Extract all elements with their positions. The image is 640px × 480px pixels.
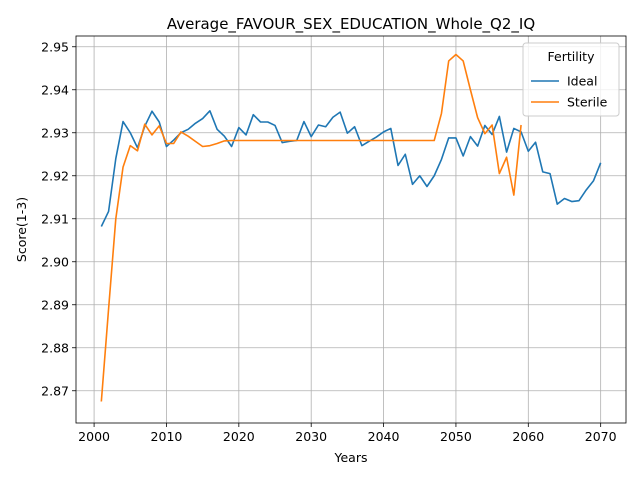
y-tick-label: 2.91 (41, 211, 69, 226)
x-tick-label: 2010 (151, 429, 183, 444)
x-tick-label: 2040 (368, 429, 400, 444)
series-line-sterile (100, 53, 522, 402)
series-line-ideal (100, 110, 602, 227)
x-tick-label: 2000 (78, 429, 110, 444)
y-tick-label: 2.92 (41, 168, 69, 183)
x-tick-label: 2030 (295, 429, 327, 444)
y-tick-label: 2.89 (41, 297, 69, 312)
y-tick-label: 2.90 (41, 254, 69, 269)
legend-label-ideal: Ideal (567, 74, 597, 89)
y-tick-label: 2.94 (41, 82, 69, 97)
x-axis: 2000 2010 2020 2030 2040 2050 2060 2070 (78, 423, 617, 444)
legend-title: Fertility (548, 49, 596, 64)
chart-title: Average_FAVOUR_SEX_EDUCATION_Whole_Q2_IQ (167, 15, 535, 34)
x-tick-label: 2050 (440, 429, 472, 444)
y-tick-label: 2.95 (41, 39, 69, 54)
x-tick-label: 2020 (223, 429, 255, 444)
legend-items: Ideal Sterile (531, 74, 608, 110)
x-axis-label: Years (334, 450, 368, 465)
y-axis-label: Score(1-3) (14, 197, 29, 262)
y-axis: 2.87 2.88 2.89 2.90 2.91 2.92 2.93 2.94 2.95 (41, 39, 76, 398)
x-tick-label: 2060 (512, 429, 544, 444)
x-tick-label: 2070 (585, 429, 617, 444)
legend-label-sterile: Sterile (567, 95, 608, 110)
y-tick-label: 2.87 (41, 383, 69, 398)
plot-frame (75, 35, 627, 424)
y-tick-label: 2.88 (41, 340, 69, 355)
legend: Fertility Ideal Sterile (522, 42, 620, 117)
legend-box (522, 42, 620, 117)
y-tick-label: 2.93 (41, 125, 69, 140)
series-layer (100, 53, 602, 402)
